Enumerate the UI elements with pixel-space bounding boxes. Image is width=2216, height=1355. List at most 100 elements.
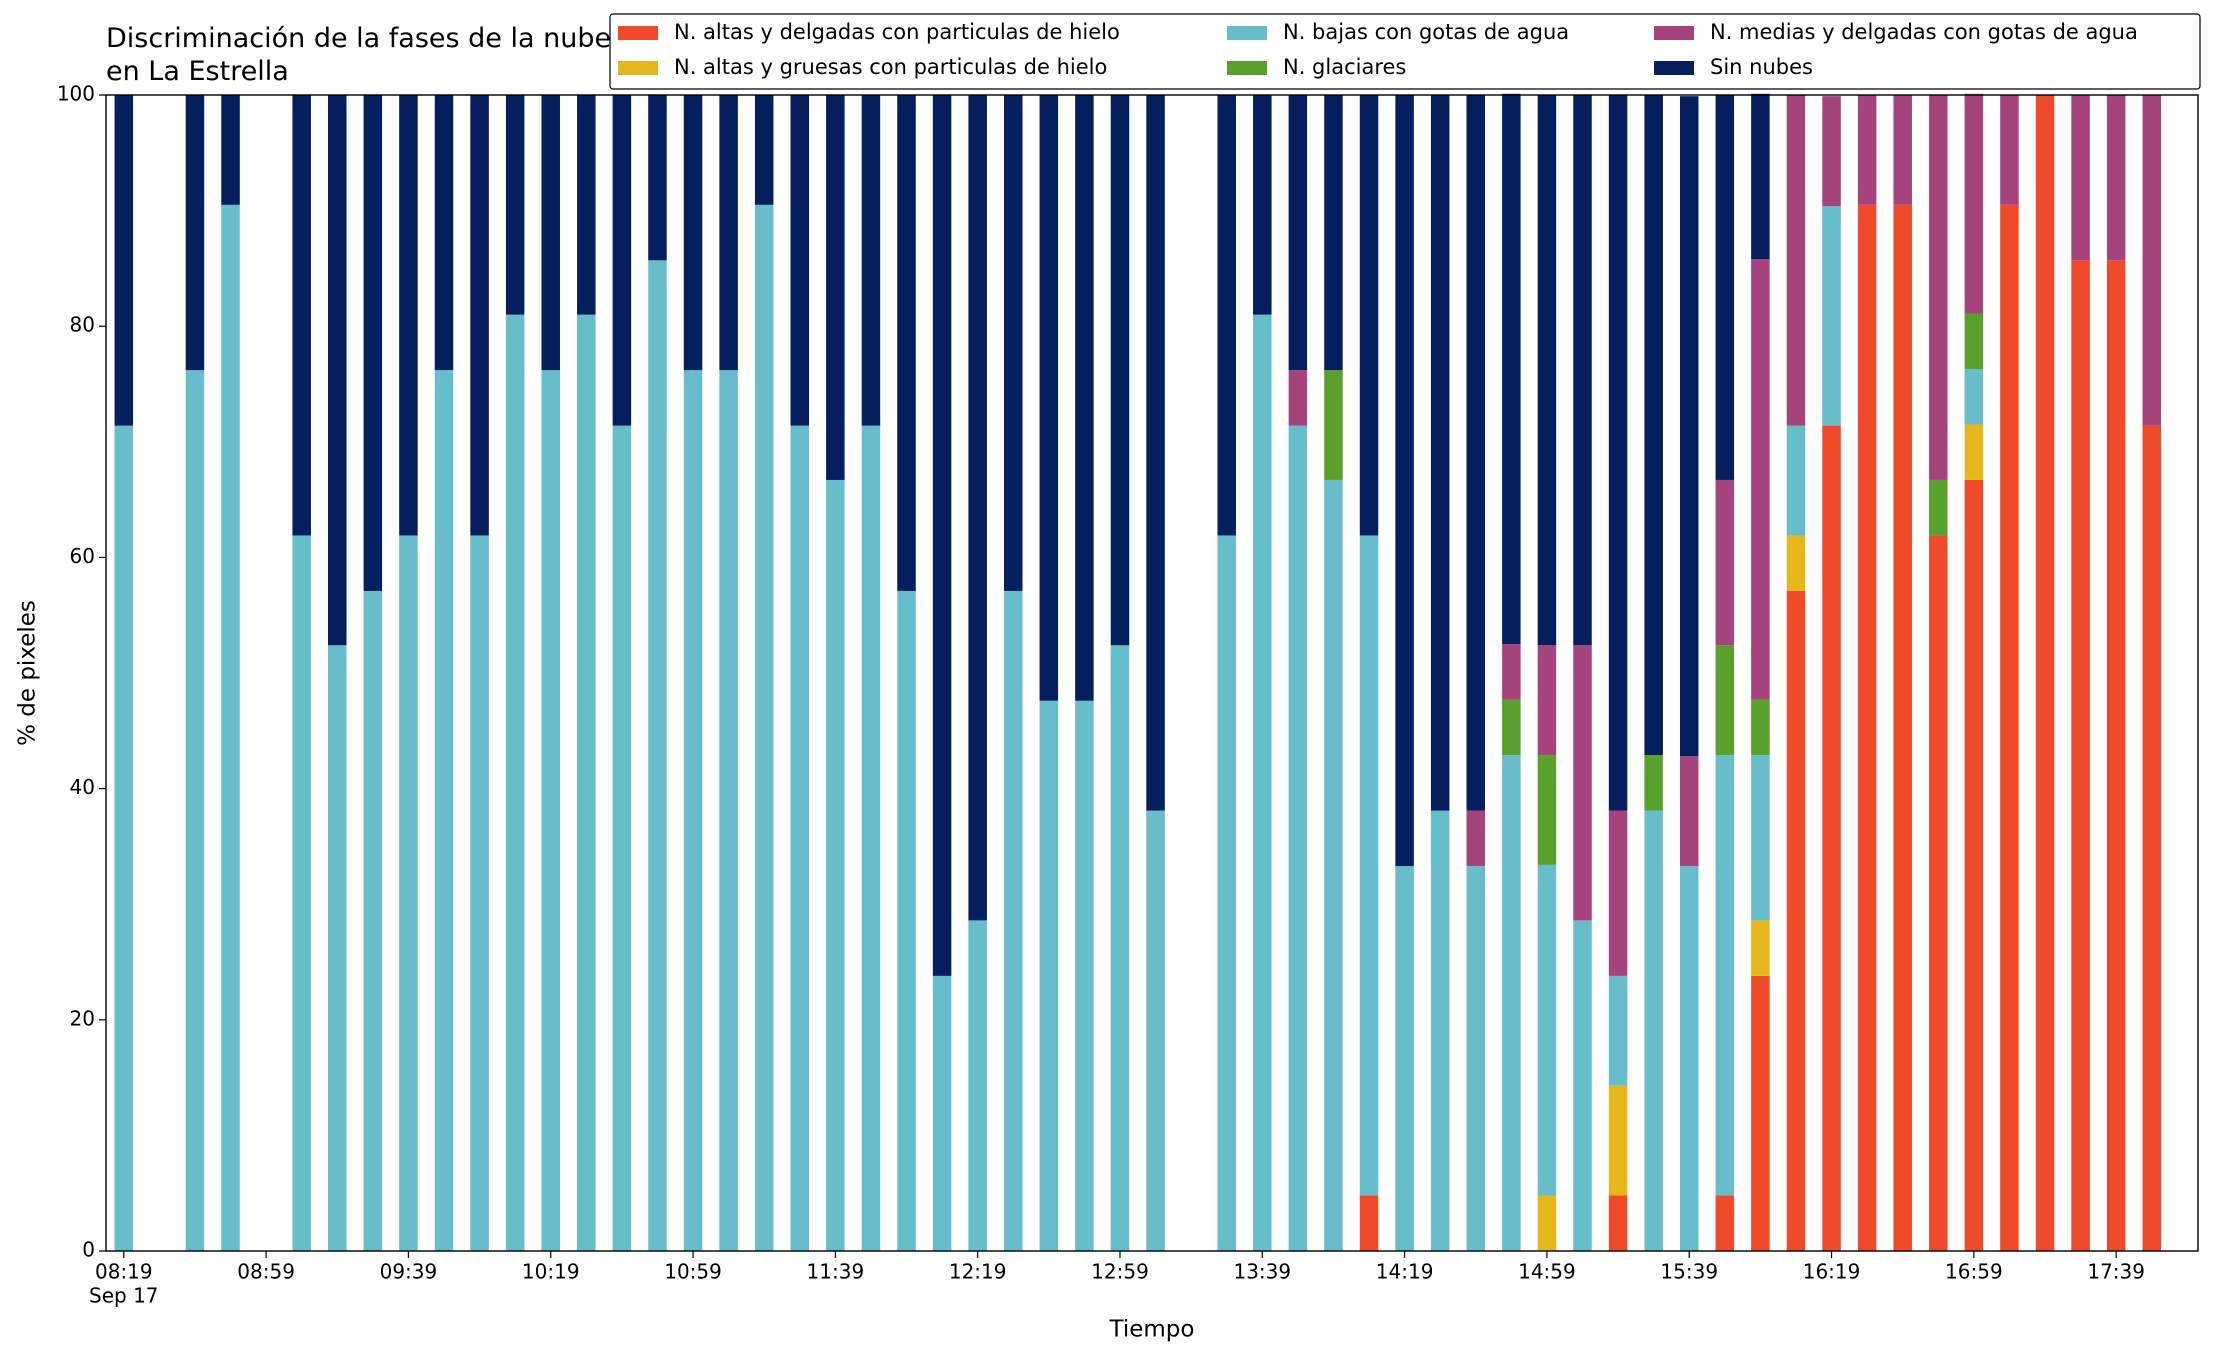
bar-segment [185, 95, 205, 371]
y-axis-label: % de pixeles [15, 600, 41, 746]
bar-segment [1608, 975, 1628, 1086]
bar-segment [1715, 645, 1735, 756]
bar-segment [1537, 755, 1557, 865]
legend-swatch [1654, 26, 1694, 40]
bar-segment [577, 314, 596, 1251]
bar-segment [1679, 866, 1699, 1251]
bar-segment [1751, 259, 1770, 700]
bar-segment [648, 95, 667, 261]
bar-segment [1039, 95, 1059, 701]
bar-segment [1003, 590, 1023, 1251]
bar-segment [1466, 866, 1486, 1251]
bar-segment [612, 425, 632, 1252]
bar-segment [1324, 370, 1343, 480]
bar-segment [1929, 535, 1948, 1251]
bar-segment [1537, 864, 1557, 1196]
bar-segment [932, 95, 952, 976]
bar-segment [1751, 920, 1770, 976]
chart-title: Discriminación de la fases de la nube en… [106, 23, 612, 87]
bar-segment [719, 370, 738, 1251]
bar-segment [1573, 920, 1592, 1251]
bar-segment [1253, 314, 1272, 1251]
legend-swatch [1227, 61, 1267, 75]
bar-segment [2071, 260, 2090, 1252]
bar-segment [1288, 425, 1308, 1252]
bar-segment [1786, 425, 1806, 536]
x-tick-label: 15:39 [1660, 1260, 1718, 1284]
x-tick-label: 08:59 [237, 1260, 295, 1284]
bar-segment [612, 95, 632, 426]
bar-segment [1964, 479, 1984, 1251]
bar-segment [1502, 93, 1521, 645]
x-tick-label: 12:59 [1091, 1260, 1149, 1284]
bar-segment [1359, 535, 1379, 1196]
bar-segment [292, 95, 311, 536]
bar-segment [1217, 95, 1236, 536]
bar-segment [577, 95, 596, 315]
x-tick-date: Sep 17 [89, 1284, 159, 1308]
bar-segment [363, 590, 383, 1251]
bar-segment [1075, 700, 1094, 1251]
bar-segment [897, 590, 916, 1251]
bar-segment [1822, 425, 1841, 1252]
bar-segment [1608, 810, 1628, 976]
bar-segment [1217, 535, 1236, 1251]
bar-segment [1039, 700, 1059, 1251]
bar-segment [1502, 644, 1521, 700]
bar-segment [754, 95, 774, 205]
bar-segment [2106, 260, 2126, 1252]
bar-segment [292, 535, 311, 1251]
bar-segment [1075, 95, 1094, 701]
bar-segment [1679, 756, 1699, 867]
bar-segment [2142, 425, 2161, 1252]
bar-segment [1964, 368, 1984, 425]
x-tick-label: 16:19 [1803, 1260, 1861, 1284]
bar-segment [363, 95, 383, 591]
bar-segment [434, 370, 454, 1251]
bar-segment [1395, 95, 1414, 867]
bar-segment [1751, 93, 1770, 260]
x-tick-label: 16:59 [1945, 1260, 2003, 1284]
bar-segment [1644, 755, 1663, 811]
x-tick-label: 13:39 [1233, 1260, 1291, 1284]
legend-label: Sin nubes [1710, 55, 1813, 79]
legend-swatch [1654, 61, 1694, 75]
bar-segment [1466, 810, 1486, 867]
x-axis-label: Tiempo [1109, 1317, 1195, 1343]
legend-label: N. altas y gruesas con particulas de hie… [674, 55, 1107, 79]
bar-segment [399, 535, 418, 1251]
bar-segment [185, 370, 205, 1251]
bar-segment [1146, 95, 1165, 811]
bar-segment [1502, 755, 1521, 1251]
bar-segment [1430, 95, 1450, 811]
bar-segment [1822, 205, 1841, 426]
y-tick-label: 80 [70, 313, 95, 337]
bar-segment [1430, 810, 1450, 1251]
bar-segment [1573, 645, 1592, 921]
bar-segment [399, 95, 418, 536]
bar-segment [861, 425, 881, 1252]
bar-segment [1537, 95, 1557, 646]
y-tick-label: 40 [70, 775, 95, 799]
bar-segment [1110, 95, 1130, 646]
bar-segment [2071, 95, 2090, 261]
x-tick-label: 10:19 [522, 1260, 580, 1284]
bar-segment [1679, 96, 1699, 757]
bar-segment [1929, 479, 1948, 536]
bar-segment [1893, 95, 1912, 205]
bar-segment [1359, 95, 1379, 536]
y-tick-label: 60 [70, 544, 95, 568]
bar-segment [1324, 95, 1343, 371]
y-tick-label: 0 [82, 1238, 95, 1262]
bar-segment [1929, 95, 1948, 480]
bar-segment [470, 535, 489, 1251]
bar-segment [2000, 204, 2019, 1251]
bar-segment [2000, 95, 2019, 205]
bar-segment [221, 95, 240, 205]
bar-segment [505, 95, 525, 315]
x-tick-label: 12:19 [949, 1260, 1007, 1284]
bar-segment [754, 204, 774, 1251]
bar-segment [505, 314, 525, 1251]
bar-segment [1537, 1195, 1557, 1251]
legend-label: N. altas y delgadas con particulas de hi… [674, 20, 1120, 44]
